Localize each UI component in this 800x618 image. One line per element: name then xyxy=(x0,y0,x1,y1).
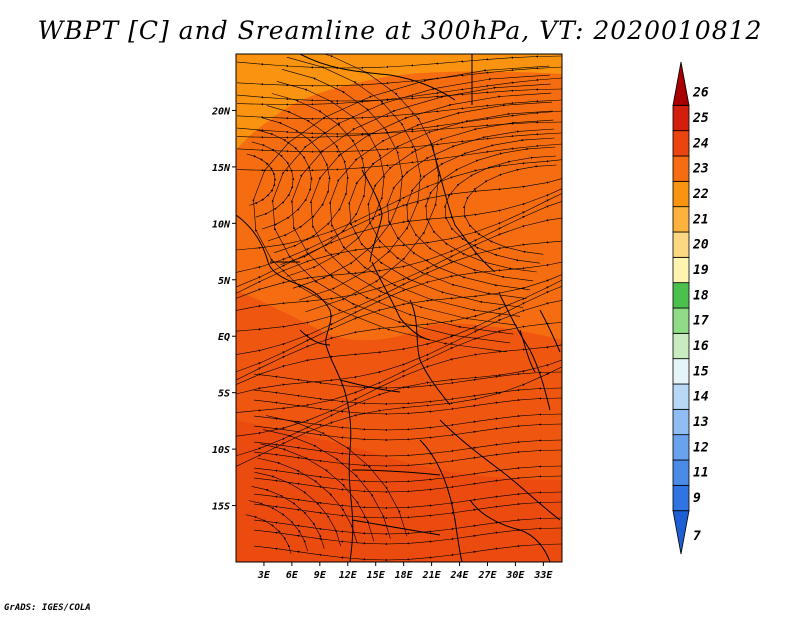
map-frame xyxy=(235,53,563,563)
colorbar-label: 13 xyxy=(693,415,709,430)
colorbar-label: 20 xyxy=(692,238,709,253)
lon-label: 33E xyxy=(533,570,553,581)
lat-label: 10S xyxy=(212,445,230,456)
lat-label: EQ xyxy=(218,332,230,343)
colorbar-label: 17 xyxy=(693,314,709,329)
colorbar-swatch xyxy=(672,231,690,258)
colorbar-label: 24 xyxy=(692,136,709,151)
colorbar: 7 9 11 12 13 14 15 16 17 18 19 20 21 22 23 24 25 26 xyxy=(672,61,709,555)
colorbar-label: 26 xyxy=(692,86,709,101)
latitude-axis: 20N 15N 10N 5N EQ 5S 10S 15S xyxy=(211,106,236,513)
streamline xyxy=(253,543,562,562)
lat-label: 5S xyxy=(218,389,230,400)
colorbar-swatch xyxy=(672,383,690,410)
lon-label: 21E xyxy=(422,570,442,581)
colorbar-swatch xyxy=(672,307,690,334)
longitude-axis: 3E 6E 9E 12E 15E 18E 21E 24E 27E 30E 33E xyxy=(257,562,553,581)
colorbar-swatch xyxy=(672,459,690,486)
colorbar-label: 16 xyxy=(693,339,709,354)
colorbar-swatch xyxy=(672,256,690,284)
lon-label: 27E xyxy=(477,570,497,581)
lon-label: 24E xyxy=(450,570,470,581)
streamlines xyxy=(236,54,562,562)
colorbar-label: 19 xyxy=(693,263,709,278)
colorbar-swatch xyxy=(672,434,690,461)
lat-label: 15S xyxy=(212,502,230,513)
colorbar-swatch xyxy=(672,155,690,182)
colorbar-label: 15 xyxy=(693,364,709,379)
colorbar-swatch xyxy=(672,510,690,555)
colorbar-label: 14 xyxy=(693,390,709,405)
lon-label: 6E xyxy=(286,570,299,581)
colorbar-swatch xyxy=(672,61,690,106)
lon-label: 18E xyxy=(395,570,414,581)
lat-label: 15N xyxy=(212,163,231,174)
lat-label: 20N xyxy=(211,106,231,117)
streamline xyxy=(266,415,408,537)
colorbar-label: 23 xyxy=(692,162,709,177)
colorbar-label: 9 xyxy=(693,491,701,506)
lon-label: 3E xyxy=(257,570,271,581)
lon-label: 15E xyxy=(367,570,386,581)
colorbar-label: 21 xyxy=(692,212,709,227)
colorbar-label: 22 xyxy=(692,187,709,202)
colorbar-label: 7 xyxy=(693,529,701,544)
lat-label: 10N xyxy=(212,219,231,230)
colorbar-swatch xyxy=(672,130,690,157)
colorbar-swatch xyxy=(672,484,690,512)
colorbar-swatch xyxy=(672,282,690,309)
colorbar-label: 25 xyxy=(692,111,709,126)
colorbar-swatch xyxy=(672,408,690,436)
lon-label: 12E xyxy=(339,570,358,581)
colorbar-swatch xyxy=(672,104,690,132)
colorbar-swatch xyxy=(672,358,690,385)
colorbar-swatch xyxy=(672,332,690,360)
colorbar-swatch xyxy=(672,180,690,208)
lon-label: 30E xyxy=(505,570,525,581)
lat-label: 5N xyxy=(218,276,231,287)
map-title: WBPT [C] and Sreamline at 300hPa, VT: 20… xyxy=(37,16,763,45)
colorbar-label: 12 xyxy=(693,440,709,455)
grads-credit: GrADS: IGES/COLA xyxy=(4,603,91,613)
colorbar-swatch xyxy=(672,206,690,233)
colorbar-label: 11 xyxy=(693,466,709,481)
map-plot-area: 20N 15N 10N 5N EQ 5S 10S 15S 3E 6E 9E 12E 15E 18E 21E… xyxy=(211,53,563,581)
lon-label: 9E xyxy=(314,570,327,581)
colorbar-label: 18 xyxy=(693,288,709,303)
